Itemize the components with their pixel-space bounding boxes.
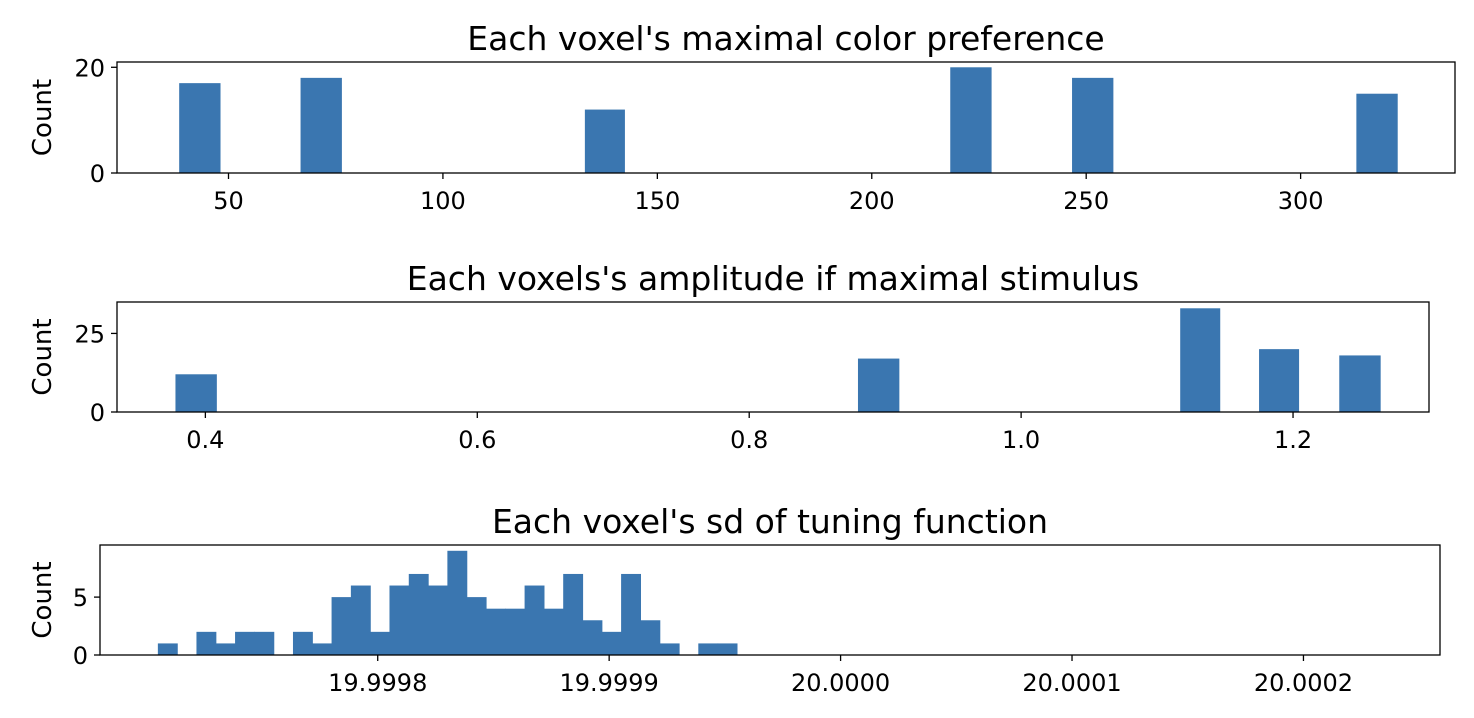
histogram-bar <box>235 631 255 655</box>
y-tick-label: 5 <box>73 584 88 612</box>
x-tick-label: 0.8 <box>730 426 768 454</box>
x-tick-label: 20.0002 <box>1254 669 1353 697</box>
x-tick-label: 1.0 <box>1002 426 1040 454</box>
x-tick-label: 19.9999 <box>560 669 659 697</box>
histogram-bar <box>331 597 352 655</box>
x-tick-label: 250 <box>1063 187 1109 215</box>
y-axis-label: Count <box>28 561 58 638</box>
histogram-bar <box>543 608 564 655</box>
x-tick-label: 0.4 <box>186 426 224 454</box>
axes-frame <box>99 544 1441 656</box>
histogram-bar <box>428 585 448 655</box>
x-tick-label: 150 <box>634 187 680 215</box>
y-tick-label: 25 <box>74 320 105 348</box>
histogram-bar <box>717 643 738 655</box>
histogram-bar <box>175 374 217 412</box>
histogram-bar <box>857 358 900 412</box>
y-tick-label: 0 <box>73 642 88 670</box>
histogram-bar <box>447 550 468 655</box>
histogram-bar <box>215 643 236 655</box>
histogram-bar <box>582 620 603 655</box>
histogram-bar <box>601 631 622 655</box>
histogram-bar <box>1339 355 1381 412</box>
histogram-bar <box>196 631 217 655</box>
y-tick-label: 20 <box>74 54 105 82</box>
x-tick-label: 100 <box>420 187 466 215</box>
histogram-bar <box>350 585 371 655</box>
x-tick-label: 200 <box>849 187 895 215</box>
subplot-amplitude: 0.4 0.6 0.8 1.0 1.2 0 25 Each voxels's amplitud… <box>28 259 1430 454</box>
histogram-bar <box>621 573 641 655</box>
x-tick-label: 50 <box>213 187 244 215</box>
histogram-bar <box>698 643 719 655</box>
axes-frame <box>116 301 1430 413</box>
histogram-bar <box>584 109 625 173</box>
x-tick-label: 1.2 <box>1274 426 1312 454</box>
histogram-bar <box>466 597 487 655</box>
histogram-bar <box>300 77 342 173</box>
x-tick-label: 0.6 <box>458 426 496 454</box>
histogram-bar <box>254 631 275 655</box>
chart-title: Each voxels's amplitude if maximal stimu… <box>407 259 1140 298</box>
y-tick-label: 0 <box>90 399 105 427</box>
histogram-bar <box>370 631 391 655</box>
axes-frame <box>116 61 1456 174</box>
y-tick-label: 0 <box>90 160 105 188</box>
subplot-color-preference: 50 100 150 200 250 300 0 20 Each voxel's maximal… <box>28 19 1456 215</box>
x-tick-label: 20.0000 <box>791 669 890 697</box>
histogram-bar <box>950 67 992 173</box>
histogram-bar <box>640 620 661 655</box>
histogram-bar <box>659 643 680 655</box>
x-tick-label: 20.0001 <box>1022 669 1121 697</box>
histogram-bar <box>563 573 584 655</box>
histogram-bar <box>485 608 506 655</box>
chart-title: Each voxel's maximal color preference <box>467 19 1104 58</box>
histogram-bar <box>292 631 313 655</box>
histogram-bar <box>312 643 333 655</box>
histogram-bar <box>389 585 410 655</box>
subplot-tuning-sd: 19.9998 19.9999 20.0000 20.0001 20.0002 0 5 Eac… <box>28 502 1441 697</box>
histogram-bar <box>1072 77 1114 173</box>
histogram-bar <box>505 608 526 655</box>
histogram-bar <box>179 83 221 173</box>
histogram-bar <box>524 585 545 655</box>
y-axis-label: Count <box>28 79 58 156</box>
x-tick-label: 300 <box>1278 187 1324 215</box>
histogram-bar <box>1180 308 1221 412</box>
x-tick-label: 19.9998 <box>328 669 427 697</box>
histogram-bar <box>1356 93 1398 173</box>
y-axis-label: Count <box>28 318 58 395</box>
histogram-bar <box>1259 349 1300 412</box>
histogram-bar <box>157 643 178 655</box>
chart-title: Each voxel's sd of tuning function <box>492 502 1048 541</box>
histogram-bar <box>408 573 429 655</box>
